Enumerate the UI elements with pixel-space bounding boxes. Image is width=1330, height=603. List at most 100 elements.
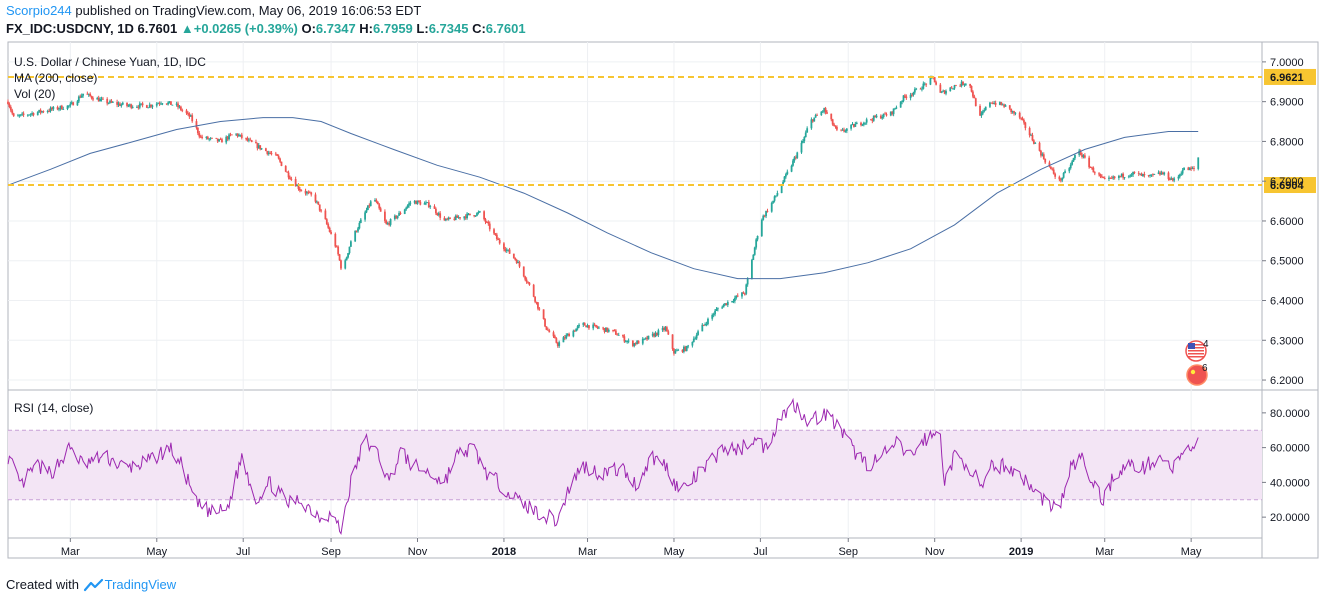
candle-body [742, 292, 745, 294]
candle-body [704, 324, 707, 325]
candle-body [1193, 168, 1195, 169]
symbol-name: FX_IDC:USDCNY, 1D [6, 21, 134, 36]
candle-body [687, 345, 690, 347]
candle-body [189, 115, 192, 117]
candle-body [1127, 176, 1130, 178]
candle-body [1108, 177, 1110, 179]
candle-body [912, 92, 915, 95]
cn-event-count: 6 [1202, 363, 1208, 374]
candle-body [576, 326, 579, 329]
candle-body [528, 282, 531, 285]
candle-body [199, 136, 202, 138]
candle-body [518, 262, 521, 267]
candle-body [385, 220, 388, 225]
candle-body [178, 106, 181, 108]
candle-body [1110, 177, 1113, 179]
x-tick-label: Jul [236, 546, 250, 558]
candle-body [76, 101, 79, 106]
candle-body [644, 337, 647, 339]
candle-body [1001, 104, 1004, 106]
candle-body [605, 327, 607, 332]
candle-body [1123, 177, 1126, 178]
candle-body [1061, 177, 1064, 181]
candle-body [1042, 154, 1045, 159]
candle-body [943, 90, 946, 94]
author-link[interactable]: Scorpio244 [6, 3, 72, 18]
tradingview-logo-icon [83, 578, 103, 592]
ma-200-line [7, 117, 1199, 280]
candle-body [109, 100, 111, 103]
candle-body [82, 93, 84, 96]
candle-body [508, 249, 511, 254]
horizontal-lines[interactable]: 6.9621 6.6904 [8, 68, 1316, 194]
candle-body [537, 302, 539, 309]
candle-body [882, 113, 885, 117]
candle-body [935, 82, 938, 85]
candle-body [325, 219, 328, 225]
created-with-text: Created with [6, 577, 79, 592]
candle-body [1069, 164, 1072, 169]
candle-body [746, 278, 749, 285]
candle-body [26, 114, 29, 116]
candle-body [534, 296, 537, 302]
candle-body [32, 113, 35, 116]
x-tick-label: May [1181, 546, 1202, 558]
horizontal-line-label: 6.9621 [1270, 72, 1304, 84]
candle-body [940, 91, 943, 93]
candle-body [396, 215, 399, 219]
candle-body [131, 107, 134, 108]
candle-body [864, 122, 867, 124]
candle-body [1160, 172, 1163, 175]
candle-body [634, 343, 637, 345]
candle-body [891, 111, 894, 115]
candle-body [566, 333, 569, 336]
candle-body [250, 140, 253, 142]
candle-body [633, 343, 636, 346]
horizontal-line-label: 6.6904 [1270, 180, 1305, 192]
cn-flag-icon[interactable] [1186, 364, 1208, 386]
candle-body [929, 77, 932, 85]
y-tick-label: 6.8000 [1270, 136, 1304, 148]
candle-body [743, 293, 746, 295]
candle-body [128, 104, 131, 106]
tradingview-brand-link[interactable]: TradingView [104, 577, 177, 592]
candle-body [806, 128, 809, 133]
candle-body [318, 204, 321, 211]
candle-body [892, 108, 895, 115]
us-flag-icon[interactable] [1185, 340, 1207, 362]
candle-body [185, 110, 188, 114]
candle-body [1082, 155, 1085, 157]
candle-body [538, 308, 541, 310]
candle-body [290, 178, 293, 180]
candle-body [206, 136, 209, 140]
candle-body [324, 210, 327, 220]
candle-body [1153, 173, 1156, 175]
candle-body [151, 105, 154, 107]
candle-body [1112, 176, 1115, 179]
candle-body [415, 200, 417, 205]
candle-body [354, 230, 357, 242]
candle-body [756, 235, 759, 240]
candle-body [1149, 175, 1151, 176]
candle-body [823, 108, 826, 112]
candle-body [721, 307, 724, 309]
candle-body [87, 93, 90, 95]
candle-body [1091, 167, 1093, 169]
candle-body [141, 103, 144, 106]
candle-body [901, 100, 903, 102]
candle-body [77, 96, 80, 102]
candle-body [685, 346, 688, 351]
x-tick-label: Mar [1095, 546, 1114, 558]
chart-canvas[interactable]: 6.9621 6.6904 7.0000 6.9000 6.8000 6.7000 6.6… [0, 0, 1330, 572]
candle-body [596, 326, 599, 328]
y-tick-label: 6.3000 [1270, 335, 1304, 347]
candle-body [505, 249, 508, 251]
candle-body [1048, 162, 1051, 167]
candle-body [705, 324, 708, 325]
candle-body [816, 115, 818, 116]
candle-body [622, 334, 624, 337]
candle-body [884, 113, 886, 115]
candle-body [833, 124, 835, 127]
event-markers[interactable]: 46 [1185, 339, 1209, 386]
candle-body [871, 119, 874, 121]
